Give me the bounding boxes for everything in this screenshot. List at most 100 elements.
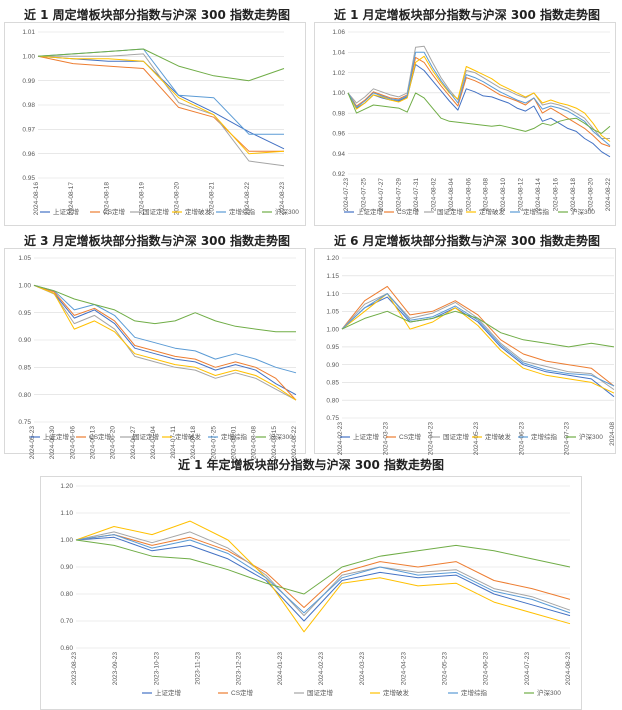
x-tick-label: 2024-08-20 [588,178,595,212]
x-tick-label: 2024-08 [609,422,616,446]
x-tick-label: 2024-08-16 [33,182,40,216]
x-tick-label: 2024-08-20 [174,182,181,216]
chart-title: 近 6 月定增板块部分指数与沪深 300 指数走势图 [333,234,601,248]
y-tick-label: 0.90 [18,337,31,344]
x-tick-label: 2024-07-25 [360,178,367,212]
y-tick-label: 0.75 [326,415,339,422]
legend-label: 国证定增 [443,432,469,441]
legend-label: 定增破发 [383,688,410,697]
x-tick-label: 2024-08-04 [448,178,455,212]
x-tick-label: 2024-08-16 [553,178,560,212]
x-tick-label: 2024-06-23 [483,652,490,686]
x-tick-label: 2024-06-13 [89,426,96,460]
x-tick-label: 2024-08-23 [565,652,572,686]
y-tick-label: 0.85 [18,365,31,372]
x-tick-label: 2023-10-23 [153,652,160,686]
legend-label: 沪深300 [579,432,603,441]
legend-label: CS定增 [399,432,421,441]
x-tick-label: 2024-08-22 [291,426,298,460]
legend-label: 沪深300 [537,688,561,697]
legend-label: 国证定增 [143,207,169,216]
legend-label: 沪深300 [275,207,299,216]
legend-label: 定增破发 [479,207,506,216]
series-line [341,293,615,387]
line-chart: 0.95 0.96 0.97 0.98 0.99 1.00 1.01 2024-08-16 20… [22,29,299,216]
y-tick-label: 1.06 [332,29,345,36]
legend-label: 上证定增 [155,688,181,697]
legend-label: 上证定增 [353,432,379,441]
y-tick-label: 0.96 [332,131,345,138]
legend-label: 沪深300 [571,207,595,216]
y-tick-label: 1.20 [60,483,73,490]
legend-label: 定增综指 [461,688,488,697]
y-tick-label: 1.04 [332,49,345,56]
series-line [38,53,285,167]
x-tick-label: 2024-06-20 [110,426,117,460]
x-tick-label: 2024-08-17 [68,182,75,216]
x-tick-label: 2024-08-21 [209,182,216,216]
x-tick-label: 2024-05-23 [473,422,480,456]
y-tick-label: 1.10 [60,510,73,517]
x-tick-label: 2024-07-25 [210,426,217,460]
x-tick-label: 2024-08-15 [271,426,278,460]
chart-panel-6m: 近 6 月定增板块部分指数与沪深 300 指数走势图 0.75 0.80 0.85 0… [314,228,620,456]
series-line [33,284,297,396]
x-tick-label: 2023-11-23 [195,652,202,685]
x-tick-label: 2024-08-12 [518,178,525,212]
y-tick-label: 0.80 [60,591,73,598]
series-line [33,284,297,401]
x-tick-label: 2024-04-23 [400,652,407,686]
y-tick-label: 0.90 [326,362,339,369]
x-tick-label: 2024-08-14 [535,178,542,212]
series-line [347,45,610,139]
series-line [33,284,297,401]
x-tick-label: 2024-08-08 [483,178,490,212]
y-tick-label: 0.70 [60,618,73,625]
line-chart: 0.92 0.94 0.96 0.98 1.00 1.02 1.04 1.06 2024-07-… [332,29,612,216]
legend-label: CS定增 [231,688,253,697]
x-tick-label: 2024-07-18 [190,426,197,460]
y-tick-label: 0.99 [22,78,35,85]
chart-title: 近 3 月定增板块部分指数与沪深 300 指数走势图 [23,234,291,248]
x-tick-label: 2024-02-23 [318,652,325,686]
legend-label: 定增破发 [185,207,212,216]
series-line [341,285,615,387]
x-tick-label: 2024-08-23 [279,182,286,216]
y-tick-label: 0.94 [332,151,345,158]
x-tick-label: 2024-04-23 [428,422,435,456]
x-tick-label: 2024-07-23 [343,178,350,212]
series-line [341,310,615,348]
y-tick-label: 0.96 [22,151,35,158]
legend-label: 定增综指 [531,432,558,441]
x-tick-label: 2024-05-23 [29,426,36,460]
y-tick-label: 0.90 [60,564,73,571]
series-line [37,48,284,135]
series-line [75,534,571,608]
x-tick-label: 2024-06-27 [130,426,137,460]
legend-label: CS定增 [397,207,419,216]
legend-label: 上证定增 [357,207,383,216]
series-line [75,536,571,622]
y-tick-label: 1.00 [332,90,345,97]
chart-title: 近 1 周定增板块部分指数与沪深 300 指数走势图 [23,8,291,22]
y-tick-label: 0.80 [326,397,339,404]
x-tick-label: 2024-08-06 [465,178,472,212]
x-tick-label: 2024-07-23 [524,652,531,686]
chart-panel-1y: 近 1 年定增板块部分指数与沪深 300 指数走势图 0.60 0.70 0.80 0… [40,452,582,710]
y-tick-label: 1.01 [22,29,35,36]
x-tick-label: 2024-06-23 [518,422,525,456]
x-tick-label: 2024-08-02 [430,178,437,212]
x-tick-label: 2024-08-22 [244,182,251,216]
chart-panel-1w: 近 1 周定增板块部分指数与沪深 300 指数走势图 0.95 0.96 0.97 0… [4,0,310,226]
y-tick-label: 1.02 [332,70,345,77]
y-tick-label: 0.92 [332,171,345,178]
x-tick-label: 2023-08-23 [71,652,78,686]
y-tick-label: 1.00 [18,283,31,290]
chart-frame [314,22,616,226]
x-tick-label: 2024-01-23 [277,652,284,686]
series-line [341,293,615,394]
series-line [347,64,611,158]
legend-label: CS定增 [103,207,125,216]
y-tick-label: 1.05 [18,255,31,262]
x-tick-label: 2024-08-08 [251,426,258,460]
